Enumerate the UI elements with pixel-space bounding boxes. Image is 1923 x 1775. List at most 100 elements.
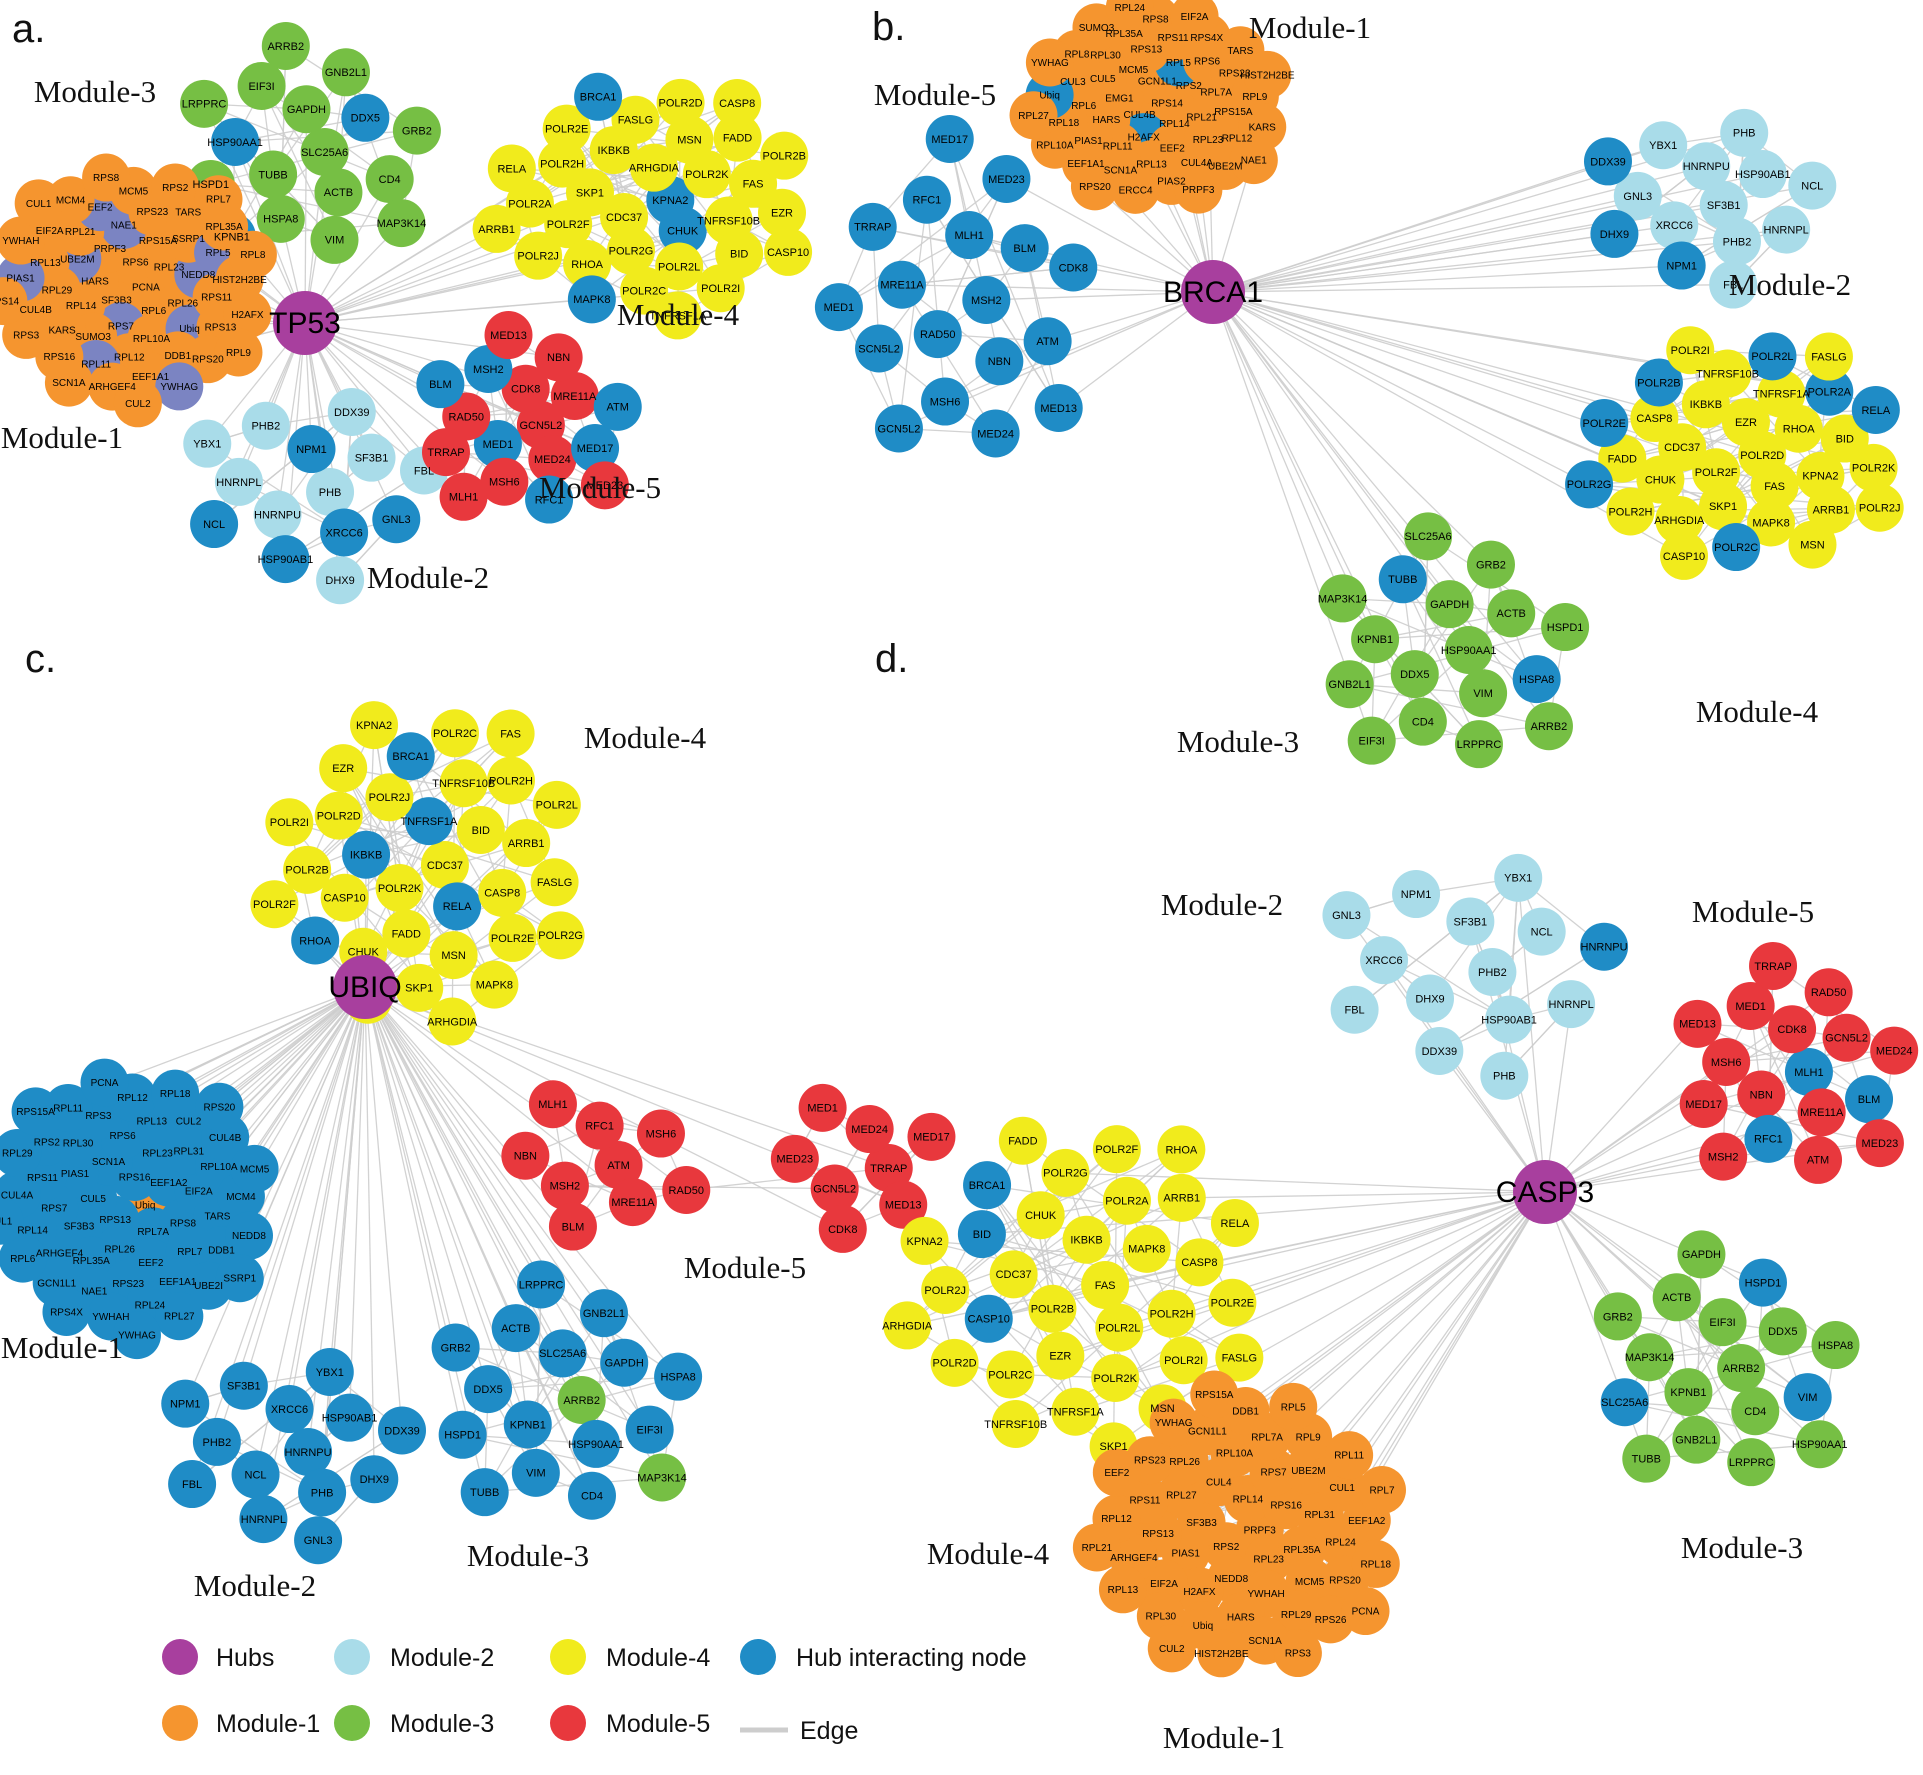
node-POLR2G[interactable] bbox=[606, 226, 655, 275]
node-MRE11A[interactable] bbox=[608, 1178, 657, 1227]
node-RAD50[interactable] bbox=[442, 392, 491, 441]
hub-node-UBIQ[interactable] bbox=[333, 955, 397, 1019]
node-POLR2E[interactable] bbox=[1580, 398, 1629, 447]
node-SLC25A6[interactable] bbox=[1404, 512, 1453, 561]
node-ATM[interactable] bbox=[1794, 1135, 1843, 1184]
node-FASLG[interactable] bbox=[530, 858, 579, 907]
node-KPNB1[interactable] bbox=[1351, 615, 1400, 664]
node-BRCA1[interactable] bbox=[574, 72, 623, 121]
node-POLR2C[interactable] bbox=[1712, 523, 1761, 572]
node-NBN[interactable] bbox=[534, 333, 583, 382]
node-CDK8[interactable] bbox=[1049, 243, 1098, 292]
node-POLR2I[interactable] bbox=[1159, 1336, 1208, 1385]
node-KPNB1[interactable] bbox=[503, 1400, 552, 1449]
node-DHX9[interactable] bbox=[316, 556, 365, 605]
node-CUL1[interactable] bbox=[0, 1196, 24, 1245]
node-MLH1[interactable] bbox=[945, 211, 994, 260]
node-MRE11A[interactable] bbox=[877, 260, 926, 309]
node-MSH2[interactable] bbox=[540, 1161, 589, 1210]
node-LRPPRC[interactable] bbox=[1454, 720, 1503, 769]
node-HIST2H2BE[interactable] bbox=[1197, 1629, 1246, 1678]
node-MED23[interactable] bbox=[982, 154, 1031, 203]
node-POLR2G[interactable] bbox=[536, 911, 585, 960]
node-RPL9[interactable] bbox=[214, 328, 263, 377]
node-MED1[interactable] bbox=[814, 283, 863, 332]
node-MCM5[interactable] bbox=[230, 1144, 279, 1193]
node-SLC25A6[interactable] bbox=[538, 1329, 587, 1378]
node-DDX5[interactable] bbox=[1390, 650, 1439, 699]
node-GRB2[interactable] bbox=[1466, 540, 1515, 589]
node-FADD[interactable] bbox=[998, 1116, 1047, 1165]
node-MED17[interactable] bbox=[925, 114, 974, 163]
node-TRRAP[interactable] bbox=[848, 202, 897, 251]
node-IKBKB[interactable] bbox=[1062, 1215, 1111, 1264]
hub-node-TP53[interactable] bbox=[273, 291, 337, 355]
node-XRCC6[interactable] bbox=[320, 508, 369, 557]
node-BRCA1[interactable] bbox=[963, 1161, 1012, 1210]
node-MED24[interactable] bbox=[528, 435, 577, 484]
node-SCN5L2[interactable] bbox=[855, 324, 904, 373]
node-NEDD8[interactable] bbox=[224, 1211, 273, 1260]
node-CD4[interactable] bbox=[365, 155, 414, 204]
node-RPL24[interactable] bbox=[1105, 0, 1154, 32]
node-EZR[interactable] bbox=[1721, 398, 1770, 447]
node-XRCC6[interactable] bbox=[265, 1385, 314, 1434]
node-RPL6[interactable] bbox=[0, 1234, 47, 1283]
node-YBX1[interactable] bbox=[1494, 853, 1543, 902]
node-YWHAG[interactable] bbox=[1025, 38, 1074, 87]
node-TRRAP[interactable] bbox=[864, 1144, 913, 1192]
node-MAP3K14[interactable] bbox=[377, 199, 426, 248]
node-RFC1[interactable] bbox=[1744, 1114, 1793, 1163]
node-ARHGDIA[interactable] bbox=[428, 997, 477, 1046]
node-HNRNPU[interactable] bbox=[284, 1428, 333, 1476]
node-DHX9[interactable] bbox=[350, 1455, 399, 1504]
node-HSP90AB1[interactable] bbox=[1485, 995, 1534, 1044]
node-POLR2J[interactable] bbox=[514, 231, 563, 280]
node-PCNA[interactable] bbox=[1341, 1587, 1390, 1636]
node-GNL3[interactable] bbox=[1613, 171, 1662, 220]
node-POLR2K[interactable] bbox=[1091, 1353, 1140, 1402]
node-BRCA1[interactable] bbox=[386, 732, 435, 781]
node-MSH6[interactable] bbox=[480, 457, 529, 506]
node-POLR2H[interactable] bbox=[1606, 487, 1655, 536]
node-BLM[interactable] bbox=[416, 360, 465, 409]
node-SF3B1[interactable] bbox=[1699, 181, 1748, 229]
node-KPNA2[interactable] bbox=[350, 701, 399, 750]
node-SSRP1[interactable] bbox=[215, 1254, 264, 1303]
node-FAS[interactable] bbox=[1750, 461, 1799, 510]
node-PHB[interactable] bbox=[298, 1468, 347, 1517]
node-HSP90AB1[interactable] bbox=[261, 535, 310, 584]
node-SKP1[interactable] bbox=[395, 963, 444, 1012]
node-CD4[interactable] bbox=[567, 1471, 616, 1520]
node-MED24[interactable] bbox=[971, 409, 1020, 458]
node-POLR2E[interactable] bbox=[1208, 1278, 1257, 1327]
node-RAD50[interactable] bbox=[1804, 968, 1853, 1017]
node-GCN5L2[interactable] bbox=[810, 1164, 859, 1213]
node-TNFRSF1A[interactable] bbox=[1757, 369, 1806, 418]
hub-node-BRCA1[interactable] bbox=[1181, 260, 1245, 324]
node-RAD50[interactable] bbox=[662, 1166, 711, 1215]
node-POLR2I[interactable] bbox=[265, 798, 314, 847]
node-POLR2I[interactable] bbox=[1666, 326, 1715, 375]
node-ACTB[interactable] bbox=[491, 1304, 540, 1353]
node-MED13[interactable] bbox=[1673, 999, 1722, 1048]
node-MLH1[interactable] bbox=[528, 1080, 577, 1129]
node-MED23[interactable] bbox=[1855, 1119, 1904, 1168]
node-MED17[interactable] bbox=[571, 424, 620, 473]
node-HSP90AA1[interactable] bbox=[1795, 1420, 1844, 1469]
node-SF3B1[interactable] bbox=[347, 433, 396, 482]
node-TUBB[interactable] bbox=[249, 150, 298, 199]
node-FBL[interactable] bbox=[1709, 260, 1758, 309]
node-ARRB1[interactable] bbox=[502, 819, 551, 868]
node-BID[interactable] bbox=[1820, 414, 1869, 463]
node-CHUK[interactable] bbox=[1636, 455, 1685, 504]
node-EEF2[interactable] bbox=[1092, 1448, 1141, 1497]
node-ACTB[interactable] bbox=[1487, 589, 1536, 638]
node-SF3B1[interactable] bbox=[219, 1361, 268, 1410]
node-KPNA2[interactable] bbox=[900, 1216, 949, 1265]
node-CASP10[interactable] bbox=[320, 873, 369, 922]
node-CASP10[interactable] bbox=[964, 1294, 1013, 1343]
node-ARRB2[interactable] bbox=[261, 21, 310, 70]
node-GNL3[interactable] bbox=[1322, 891, 1371, 940]
node-VIM[interactable] bbox=[310, 215, 359, 264]
